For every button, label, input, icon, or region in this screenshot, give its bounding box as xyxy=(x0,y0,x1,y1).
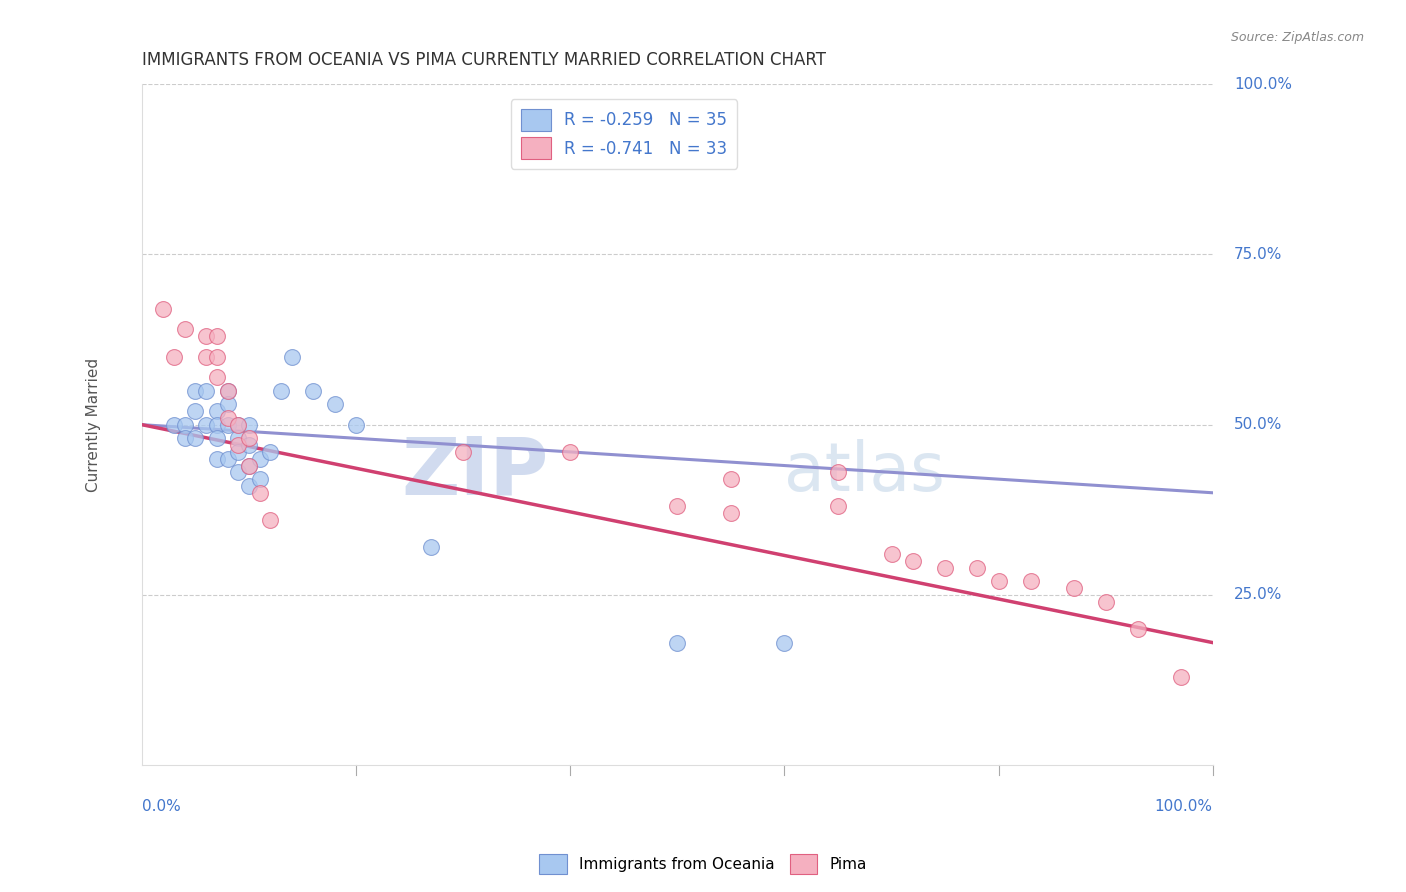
Point xyxy=(451,445,474,459)
Point xyxy=(302,384,325,398)
Point xyxy=(323,397,346,411)
Point xyxy=(249,485,271,500)
Point xyxy=(226,417,249,432)
Point xyxy=(773,635,796,649)
Point xyxy=(217,451,239,466)
Text: 0.0%: 0.0% xyxy=(142,799,180,814)
Point xyxy=(226,438,249,452)
Point xyxy=(1063,581,1085,595)
Point xyxy=(344,417,367,432)
Point xyxy=(205,350,228,364)
Point xyxy=(1126,622,1149,636)
Point xyxy=(205,370,228,384)
Point xyxy=(666,635,689,649)
Point xyxy=(934,560,956,574)
Point xyxy=(238,438,260,452)
Point xyxy=(259,445,281,459)
Point xyxy=(205,417,228,432)
Point xyxy=(217,397,239,411)
Point xyxy=(720,472,742,486)
Text: 50.0%: 50.0% xyxy=(1234,417,1282,432)
Legend: Immigrants from Oceania, Pima: Immigrants from Oceania, Pima xyxy=(533,848,873,880)
Text: 100.0%: 100.0% xyxy=(1154,799,1213,814)
Point xyxy=(184,384,207,398)
Text: Source: ZipAtlas.com: Source: ZipAtlas.com xyxy=(1230,31,1364,45)
Text: Currently Married: Currently Married xyxy=(86,358,101,491)
Point xyxy=(195,329,218,343)
Point xyxy=(195,350,218,364)
Point xyxy=(987,574,1010,589)
Point xyxy=(238,431,260,445)
Point xyxy=(966,560,988,574)
Point xyxy=(226,466,249,480)
Point xyxy=(901,554,924,568)
Point xyxy=(1019,574,1042,589)
Text: IMMIGRANTS FROM OCEANIA VS PIMA CURRENTLY MARRIED CORRELATION CHART: IMMIGRANTS FROM OCEANIA VS PIMA CURRENTL… xyxy=(142,51,825,69)
Point xyxy=(259,513,281,527)
Point xyxy=(238,417,260,432)
Point xyxy=(163,350,186,364)
Point xyxy=(217,410,239,425)
Point xyxy=(880,547,903,561)
Point xyxy=(226,417,249,432)
Point xyxy=(560,445,582,459)
Point xyxy=(163,417,186,432)
Point xyxy=(195,417,218,432)
Point xyxy=(217,384,239,398)
Point xyxy=(173,431,195,445)
Point xyxy=(827,466,849,480)
Point xyxy=(1094,595,1116,609)
Point xyxy=(1170,670,1192,684)
Point xyxy=(205,329,228,343)
Text: 100.0%: 100.0% xyxy=(1234,77,1292,92)
Point xyxy=(238,479,260,493)
Point xyxy=(827,500,849,514)
Point xyxy=(152,301,174,316)
Point xyxy=(217,384,239,398)
Text: atlas: atlas xyxy=(785,440,945,506)
Point xyxy=(184,404,207,418)
Point xyxy=(205,451,228,466)
Point xyxy=(249,451,271,466)
Text: 25.0%: 25.0% xyxy=(1234,588,1282,602)
Point xyxy=(666,500,689,514)
Point xyxy=(420,541,443,555)
Point xyxy=(205,431,228,445)
Text: ZIP: ZIP xyxy=(402,434,548,511)
Point xyxy=(217,417,239,432)
Text: 75.0%: 75.0% xyxy=(1234,247,1282,262)
Point xyxy=(238,458,260,473)
Point xyxy=(270,384,292,398)
Point xyxy=(238,458,260,473)
Point xyxy=(195,384,218,398)
Point xyxy=(173,417,195,432)
Point xyxy=(720,506,742,520)
Point xyxy=(281,350,304,364)
Point xyxy=(173,322,195,336)
Point xyxy=(249,472,271,486)
Legend: R = -0.259   N = 35, R = -0.741   N = 33: R = -0.259 N = 35, R = -0.741 N = 33 xyxy=(510,99,737,169)
Point xyxy=(205,404,228,418)
Point xyxy=(226,445,249,459)
Point xyxy=(184,431,207,445)
Point xyxy=(226,431,249,445)
